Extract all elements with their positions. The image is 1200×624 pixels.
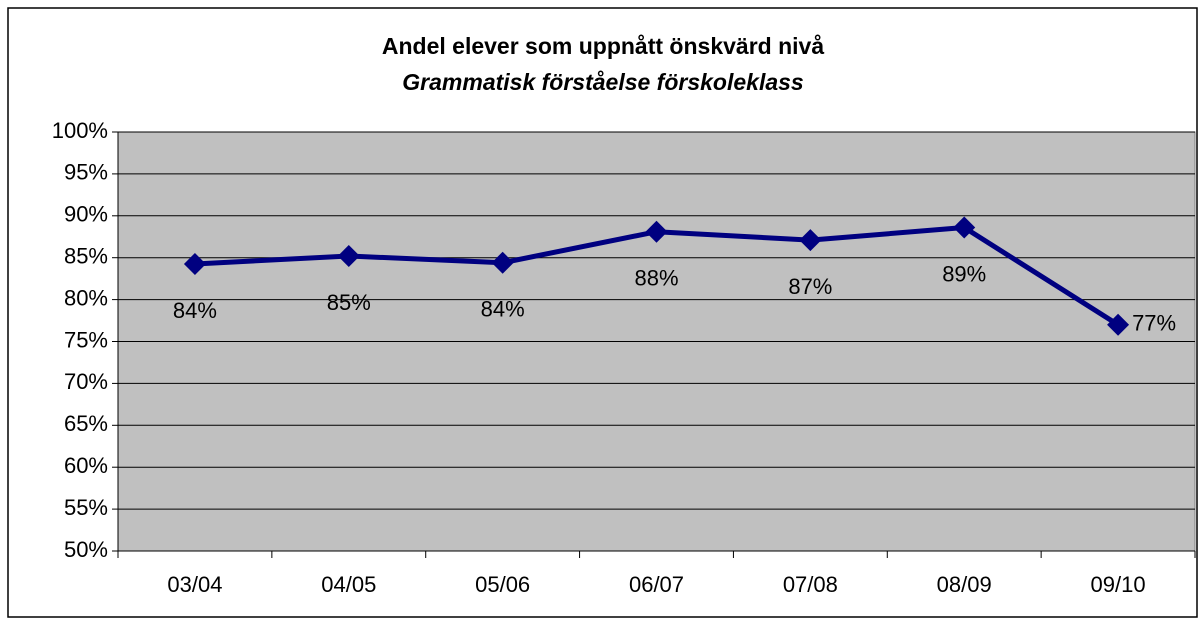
data-label: 84% (481, 297, 525, 322)
x-tick-label: 07/08 (783, 572, 838, 597)
data-label: 88% (634, 266, 678, 291)
data-label: 77% (1132, 311, 1176, 336)
marker (1107, 313, 1130, 336)
marker (799, 229, 822, 252)
marker (337, 245, 360, 268)
x-tick-label: 03/04 (167, 572, 222, 597)
x-tick-label: 06/07 (629, 572, 684, 597)
data-label: 84% (173, 298, 217, 323)
x-tick-label: 09/10 (1091, 572, 1146, 597)
data-label: 89% (942, 261, 986, 286)
marker (491, 251, 514, 274)
y-tick-label: 55% (64, 495, 108, 520)
chart-subtitle: Grammatisk förståelse förskoleklass (402, 69, 803, 95)
y-tick-label: 60% (64, 453, 108, 478)
marker (953, 216, 976, 239)
chart-title: Andel elever som uppnått önskvärd nivå (382, 33, 824, 59)
y-tick-label: 90% (64, 202, 108, 227)
y-tick-label: 85% (64, 244, 108, 269)
y-tick-label: 80% (64, 285, 108, 310)
data-label: 85% (327, 290, 371, 315)
y-tick-label: 100% (52, 118, 108, 143)
y-tick-label: 65% (64, 411, 108, 436)
y-tick-label: 95% (64, 160, 108, 185)
data-label: 87% (788, 274, 832, 299)
marker (645, 220, 668, 243)
x-tick-label: 08/09 (937, 572, 992, 597)
x-tick-label: 04/05 (321, 572, 376, 597)
y-tick-label: 50% (64, 537, 108, 562)
x-tick-label: 05/06 (475, 572, 530, 597)
y-tick-label: 70% (64, 369, 108, 394)
y-tick-label: 75% (64, 327, 108, 352)
marker (183, 252, 206, 275)
